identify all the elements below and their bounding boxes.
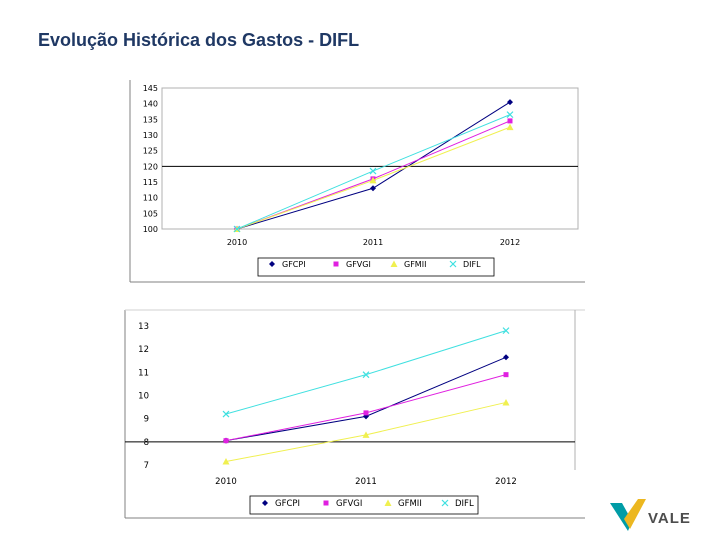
chart-1-y-tick-label: 135 [143,115,158,124]
chart-2-series-difl-point-stroke-b [222,410,230,418]
chart-2-x-tick-label: 2011 [355,477,377,487]
chart-2-x-tick-label: 2010 [215,477,237,487]
chart-2-series-gfmii-point [362,431,370,438]
chart-1-legend-marker-gfmii [390,260,398,267]
chart-1-legend-label-gfmii: GFMII [404,260,426,269]
chart-2-series-difl-point [502,327,510,335]
chart-2-y-tick-label: 9 [144,415,149,425]
chart-1-series-difl-point-stroke-b [233,225,241,233]
chart-1-series-gfcpi-point [507,99,513,106]
chart-1-series-difl-point [369,167,377,175]
chart-2-y-tick-label: 13 [138,322,149,332]
chart-1-y-tick-label: 145 [143,84,158,93]
chart-2-legend-box [249,495,479,515]
chart-1-plot-area [161,87,579,230]
chart-1-y-tick-label: 125 [143,147,158,156]
chart-1-legend-label-difl: DIFL [463,260,481,269]
chart-2-y-tick-label: 7 [144,461,149,471]
chart-1-legend-label-gfvgi: GFVGI [346,260,371,269]
chart-1-legend-marker-difl-stroke-b [449,260,457,268]
chart-2-series-gfmii-point [502,398,510,406]
chart-1-series-gfvgi-point [507,118,513,124]
chart-1-y-tick-label: 110 [143,194,158,203]
chart-2-y-tick-label: 10 [138,392,149,402]
chart-2-series-difl-point [222,410,230,418]
chart-2-legend-marker-gfvgi [323,500,329,506]
chart-1-x-tick-label: 2011 [363,238,383,247]
page-title: Evolução Histórica dos Gastos - DIFL [38,30,360,50]
chart-1-y-tick-label: 105 [143,209,158,218]
chart-2-legend-marker-gfmii [384,499,392,506]
chart-2-legend-label-gfcpi: GFCPI [275,499,300,509]
chart-2-y-tick-label: 12 [138,345,149,355]
chart-2-y-tick-label: 11 [138,368,149,378]
chart-1-y-tick-label: 120 [143,162,158,171]
chart-2-legend-label-gfmii: GFMII [398,499,422,509]
chart-1-x-tick-label: 2012 [500,238,520,247]
chart-1-series-difl-point [233,225,241,233]
chart-2-legend-marker-difl-stroke-b [441,499,449,507]
chart-2-series-gfvgi-point [503,372,509,378]
chart-1-y-tick-label: 100 [143,225,158,234]
chart-2-series-gfvgi-point [363,410,369,416]
chart-2-series-gfvgi-point [223,438,229,444]
chart-2-legend-label-difl: DIFL [455,499,474,509]
chart-2-series-difl-point-stroke-b [362,371,370,379]
chart-1-series-difl-point [506,111,514,119]
chart-2-series-gfmii-point [222,458,230,465]
chart-2-series-gfcpi-point [503,354,509,361]
chart-1-y-tick-label: 140 [143,100,158,109]
chart-1-series-difl-point-stroke-b [506,111,514,119]
chart-2-x-tick-label: 2012 [495,477,517,487]
chart-1-legend-box [257,257,495,277]
chart-2: 7 8 9 10 11 12 13 2010 2011 2012 GFCPI GFVGI GFMII DI… [124,309,585,519]
chart-2-series-gfvgi-line [225,374,507,442]
vale-logo-yellow-shape [624,499,646,529]
vale-logo-text: VALE [648,510,691,527]
chart-1-x-tick-label: 2010 [227,238,247,247]
vale-logo-teal-shape [610,503,632,531]
chart-1-legend-marker-gfvgi [333,261,339,267]
chart-2-series-difl-line [225,330,507,415]
chart-2-legend-marker-gfcpi [262,500,268,506]
chart-1: 100 105 110 115 120 125 130 135 140 145 2010 2011 20… [129,80,585,283]
chart-1-legend-label-gfcpi: GFCPI [282,260,306,269]
chart-2-series-difl-point-stroke-b [502,327,510,335]
chart-1-series-gfmii-point [506,123,514,131]
chart-1-y-tick-label: 115 [143,178,158,187]
chart-2-y-tick-label: 8 [144,438,149,448]
chart-1-legend-marker-gfcpi [269,261,275,267]
vale-logo [610,499,646,531]
chart-1-series-difl-point-stroke-b [369,167,377,175]
chart-1-series-gfmii-point [369,176,377,184]
chart-1-y-tick-label: 130 [143,131,158,140]
chart-1-series-gfcpi-point [370,185,376,192]
chart-2-legend-label-gfvgi: GFVGI [336,499,362,509]
chart-2-series-gfcpi-line [225,356,507,442]
chart-2-series-difl-point [362,371,370,379]
chart-1-legend-marker-difl [449,260,457,268]
chart-2-legend-marker-difl [441,499,449,507]
